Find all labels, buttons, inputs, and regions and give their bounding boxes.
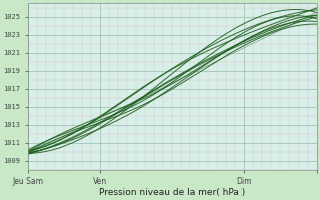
X-axis label: Pression niveau de la mer( hPa ): Pression niveau de la mer( hPa ) <box>99 188 245 197</box>
